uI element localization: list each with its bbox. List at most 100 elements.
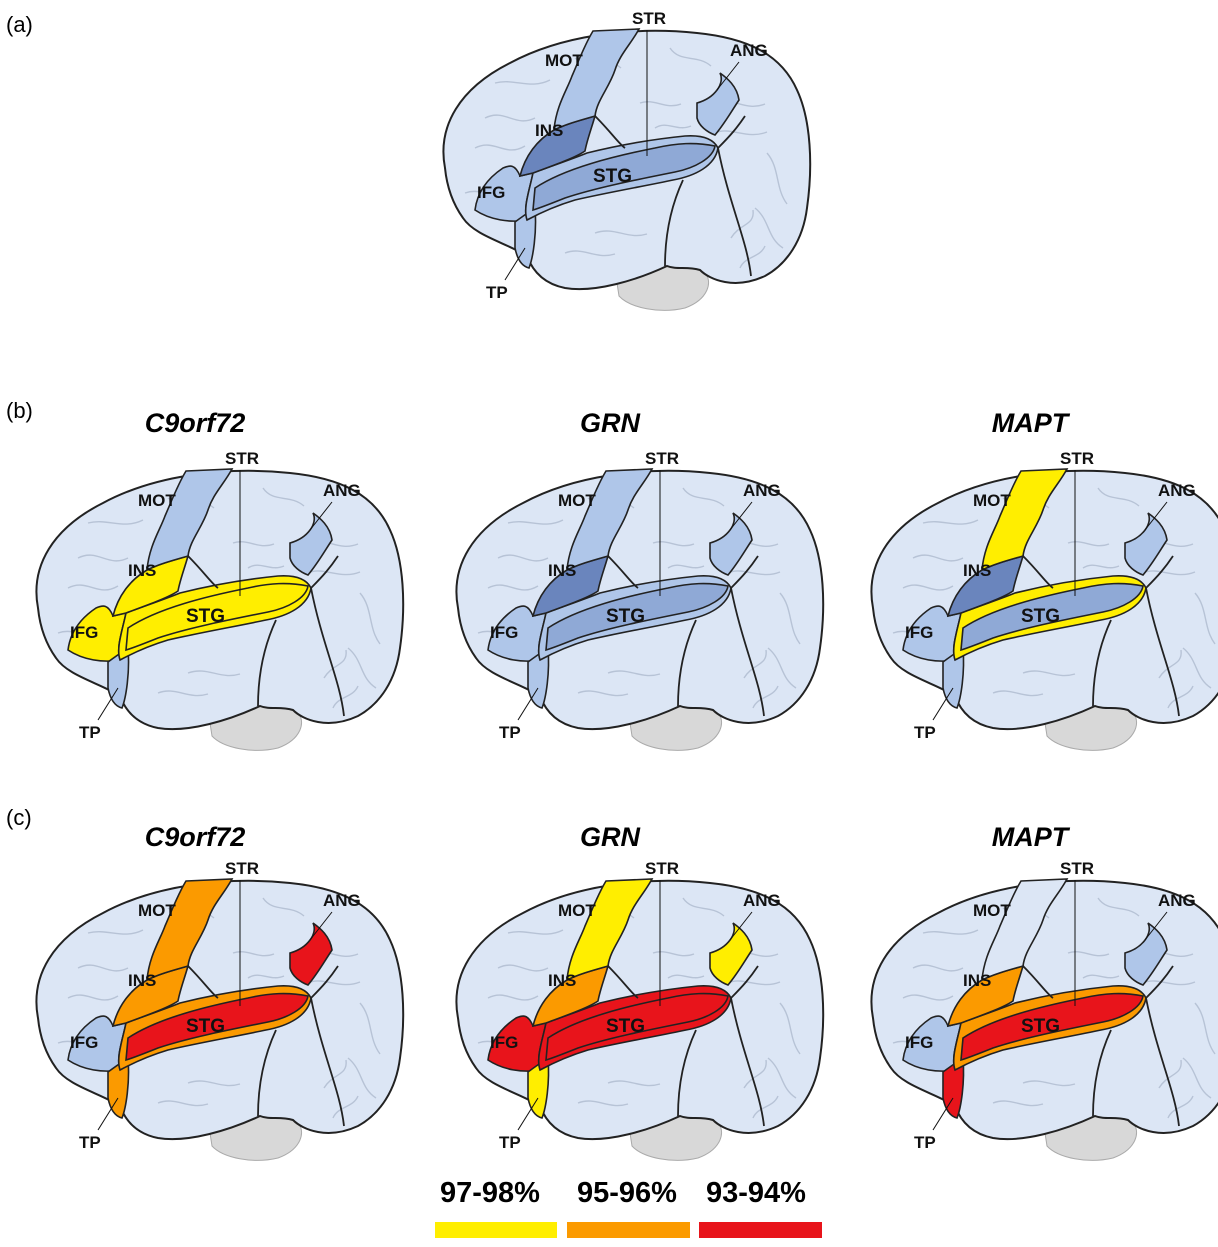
gyrus-line — [922, 929, 979, 935]
ang-leader — [1144, 911, 1168, 941]
label-stg: STG — [606, 606, 645, 627]
gyrus-line — [577, 1100, 629, 1107]
sulcus-line — [677, 619, 697, 707]
gyrus-line — [494, 79, 551, 85]
label-tp: TP — [914, 1133, 936, 1152]
legend-swatch-yellow — [435, 1222, 557, 1238]
sulcus-line — [1145, 997, 1180, 1127]
sulcus-line — [257, 619, 277, 707]
sulcus-line — [717, 115, 746, 149]
sulcus-line — [310, 587, 345, 717]
sulcus-line — [730, 965, 759, 999]
sulcus-line — [594, 115, 626, 149]
sulcus-line — [187, 555, 219, 589]
brain-svg: MOT INS IFG STG STR ANG TP — [35, 859, 405, 1161]
gyrus-line — [1067, 951, 1110, 957]
sulcus-line — [664, 179, 684, 267]
region-str — [125, 582, 309, 652]
gyrus-line — [779, 592, 801, 645]
label-ifg: IFG — [477, 183, 505, 202]
label-tp: TP — [914, 723, 936, 742]
gyrus-line — [752, 685, 779, 709]
legend-swatch-orange — [567, 1222, 690, 1238]
label-ins: INS — [128, 561, 156, 580]
sulcus-line — [730, 555, 759, 589]
gyrus-line — [730, 209, 754, 239]
label-ifg: IFG — [490, 623, 518, 642]
tp-leader — [932, 687, 954, 721]
label-tp: TP — [486, 283, 508, 302]
gyrus-line — [607, 670, 661, 677]
region-ang — [696, 72, 740, 136]
gyrus-line — [1022, 1080, 1076, 1087]
label-stg: STG — [1021, 606, 1060, 627]
brain-panel-c-grn: MOT INS IFG STG STR ANG TP — [428, 858, 828, 1161]
label-ang: ANG — [1158, 481, 1196, 500]
tp-leader — [517, 1097, 539, 1131]
sulcus-line — [607, 555, 639, 589]
gyrus-line — [912, 554, 964, 562]
label-mot: MOT — [973, 901, 1011, 920]
label-str: STR — [645, 449, 679, 468]
gyrus-line — [1182, 647, 1212, 689]
gyrus-line — [497, 554, 549, 562]
gyrus-line — [1082, 974, 1120, 979]
gyrus-line — [262, 897, 305, 917]
brain-svg: MOT INS IFG STG STR ANG TP — [35, 449, 405, 751]
sulcus-line — [730, 997, 765, 1127]
gyrus-line — [232, 951, 275, 957]
gyrus-line — [654, 124, 692, 129]
region-mot — [566, 468, 654, 572]
label-str: STR — [1060, 859, 1094, 878]
region-str — [125, 992, 309, 1062]
label-ang: ANG — [1158, 891, 1196, 910]
gyrus-line — [667, 974, 705, 979]
label-tp: TP — [79, 723, 101, 742]
gyrus-line — [767, 647, 797, 689]
label-mot: MOT — [138, 901, 176, 920]
ang-leader — [309, 501, 333, 531]
gyrus-line — [594, 230, 648, 237]
gyrus-line — [992, 690, 1044, 697]
legend-label-93-94: 93-94% — [706, 1177, 806, 1209]
gyrus-line — [902, 584, 954, 591]
label-ifg: IFG — [905, 623, 933, 642]
sulcus-line — [310, 555, 339, 589]
label-tp: TP — [499, 1133, 521, 1152]
region-ang — [1124, 512, 1168, 576]
brain-panel-c-c9orf72: MOT INS IFG STG STR ANG TP — [8, 858, 408, 1161]
sulcus-line — [310, 965, 339, 999]
legend-label-97-98: 97-98% — [440, 1177, 540, 1209]
gyrus-line — [639, 101, 682, 107]
gyrus-line — [682, 487, 725, 507]
gyrus-line — [262, 487, 305, 507]
gyrus-line — [487, 994, 539, 1001]
gyrus-line — [1158, 649, 1182, 679]
label-mot: MOT — [558, 491, 596, 510]
gyrus-line — [67, 584, 119, 591]
legend-swatch-red — [699, 1222, 822, 1238]
sulcus-line — [607, 965, 639, 999]
gyrus-line — [1082, 564, 1120, 569]
gyrus-line — [1097, 897, 1140, 917]
gyrus-line — [682, 897, 725, 917]
brain-panel-c-mapt: MOT INS IFG STG STR ANG TP — [843, 858, 1218, 1161]
sulcus-line — [1022, 965, 1054, 999]
label-mot: MOT — [973, 491, 1011, 510]
brain-svg: MOT INS IFG STG STR ANG TP — [455, 859, 825, 1161]
gyrus-line — [1142, 980, 1196, 986]
region-mot — [553, 28, 641, 132]
region-str — [545, 992, 729, 1062]
label-ifg: IFG — [70, 623, 98, 642]
gyrus-line — [667, 564, 705, 569]
gyrus-line — [187, 1080, 241, 1087]
region-str — [960, 992, 1144, 1062]
gyrus-line — [766, 152, 788, 205]
gyrus-line — [1194, 592, 1216, 645]
ang-leader — [1144, 501, 1168, 531]
sulcus-line — [310, 997, 345, 1127]
gyrus-line — [743, 649, 767, 679]
label-mot: MOT — [558, 901, 596, 920]
panel-c-label: (c) — [6, 805, 32, 830]
gyrus-line — [332, 685, 359, 709]
